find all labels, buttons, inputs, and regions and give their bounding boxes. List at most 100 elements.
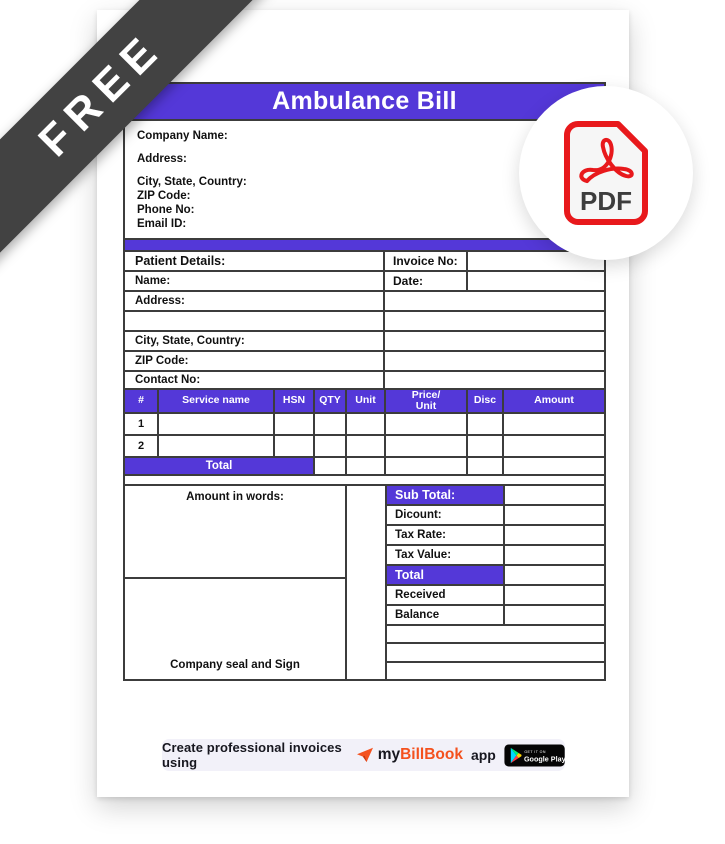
company-email-label: Email ID: xyxy=(137,218,187,230)
pdf-circle-badge[interactable]: PDF xyxy=(519,86,693,260)
patient-name-label: Name: xyxy=(125,272,385,290)
table-row: Tax Value: xyxy=(387,546,604,566)
date-label: Date: xyxy=(385,272,468,290)
patient-contact-label: Contact No: xyxy=(125,372,385,388)
page-title: Ambulance Bill xyxy=(272,87,457,115)
item-2-amount-cell[interactable] xyxy=(504,436,604,456)
items-table-header: # Service name HSN QTY Unit Price/ Unit … xyxy=(123,388,606,414)
summary-table: Sub Total: Dicount: Tax Rate: Tax Value: xyxy=(387,486,604,679)
table-row: Address: xyxy=(125,292,604,312)
table-row: Tax Rate: xyxy=(387,526,604,546)
table-row: Received xyxy=(387,586,604,606)
invoice-no-label: Invoice No: xyxy=(385,252,468,270)
column-header-hsn: HSN xyxy=(275,390,315,412)
item-2-service-cell[interactable] xyxy=(159,436,275,456)
received-label: Received xyxy=(387,586,505,604)
column-header-disc: Disc xyxy=(468,390,504,412)
total-price-cell[interactable] xyxy=(386,458,468,474)
balance-label: Balance xyxy=(387,606,505,624)
pdf-file-icon: PDF xyxy=(564,121,648,225)
amount-in-words-label: Amount in words: xyxy=(186,491,284,503)
table-row: Dicount: xyxy=(387,506,604,526)
discount-label: Dicount: xyxy=(387,506,505,524)
patient-zip-value-cell[interactable] xyxy=(385,352,604,370)
item-1-disc-cell[interactable] xyxy=(468,414,504,434)
item-1-unit-cell[interactable] xyxy=(347,414,386,434)
patient-address2-cell[interactable] xyxy=(125,312,385,330)
item-1-qty-cell[interactable] xyxy=(315,414,347,434)
sub-total-label: Sub Total: xyxy=(387,486,505,504)
table-row: Total xyxy=(387,566,604,586)
bottom-section: Amount in words: Company seal and Sign S… xyxy=(123,484,606,681)
table-row: Patient Details: Invoice No: xyxy=(125,252,604,272)
patient-city-value-cell[interactable] xyxy=(385,332,604,350)
total-qty-cell[interactable] xyxy=(315,458,347,474)
item-2-hsn-cell[interactable] xyxy=(275,436,315,456)
patient-address-value-cell[interactable] xyxy=(385,292,604,310)
item-1-price-cell[interactable] xyxy=(386,414,468,434)
pdf-label: PDF xyxy=(580,186,632,216)
tax-value-value-cell[interactable] xyxy=(505,546,604,564)
table-row: Sub Total: xyxy=(387,486,604,506)
discount-value-cell[interactable] xyxy=(505,506,604,524)
date-value-cell[interactable] xyxy=(468,272,604,290)
play-triangle-icon xyxy=(510,747,522,763)
blank-row xyxy=(387,626,604,645)
gap-column xyxy=(347,486,387,679)
balance-value-cell[interactable] xyxy=(505,606,604,624)
total-unit-cell[interactable] xyxy=(347,458,386,474)
brand-wordmark: myBillBook xyxy=(378,746,463,764)
table-row: ZIP Code: xyxy=(125,352,604,372)
item-1-amount-cell[interactable] xyxy=(504,414,604,434)
badge-get-it-on-text: GET IT ON xyxy=(524,749,545,753)
paper-plane-icon xyxy=(356,747,373,762)
item-2-price-cell[interactable] xyxy=(386,436,468,456)
company-zip-label: ZIP Code: xyxy=(137,190,191,202)
amount-in-words-box: Amount in words: Company seal and Sign xyxy=(125,486,347,679)
tax-rate-label: Tax Rate: xyxy=(387,526,505,544)
footer-promo-banner: Create professional invoices using myBil… xyxy=(162,739,565,771)
column-header-qty: QTY xyxy=(315,390,347,412)
item-2-disc-cell[interactable] xyxy=(468,436,504,456)
title-bar: Ambulance Bill xyxy=(123,82,606,121)
app-word: app xyxy=(470,747,496,763)
column-header-price-unit: Price/ Unit xyxy=(386,389,468,412)
company-city-label: City, State, Country: xyxy=(137,176,247,188)
column-header-unit: Unit xyxy=(347,390,386,412)
company-address-label: Address: xyxy=(137,153,187,165)
patient-details-table: Patient Details: Invoice No: Name: Date:… xyxy=(123,250,606,390)
item-2-number: 2 xyxy=(125,436,159,456)
item-1-number: 1 xyxy=(125,414,159,434)
total-disc-cell[interactable] xyxy=(468,458,504,474)
grand-total-label: Total xyxy=(387,566,505,584)
received-value-cell[interactable] xyxy=(505,586,604,604)
patient-address2-value-cell[interactable] xyxy=(385,312,604,330)
company-phone-label: Phone No: xyxy=(137,204,195,216)
table-row: Balance xyxy=(387,606,604,626)
badge-store-name-text: Google Play xyxy=(524,754,565,763)
item-row-1: 1 xyxy=(123,412,606,436)
patient-contact-value-cell[interactable] xyxy=(385,372,604,388)
amount-in-words-area[interactable]: Amount in words: xyxy=(125,486,345,579)
sub-total-value-cell[interactable] xyxy=(505,486,604,504)
items-total-label: Total xyxy=(125,458,315,474)
tax-rate-value-cell[interactable] xyxy=(505,526,604,544)
total-amount-cell[interactable] xyxy=(504,458,604,474)
company-seal-label: Company seal and Sign xyxy=(170,659,300,671)
item-2-qty-cell[interactable] xyxy=(315,436,347,456)
item-row-2: 2 xyxy=(123,434,606,458)
blank-row xyxy=(387,644,604,663)
table-row: Contact No: xyxy=(125,372,604,388)
grand-total-value-cell[interactable] xyxy=(505,566,604,584)
table-row: Name: Date: xyxy=(125,272,604,292)
tax-value-label: Tax Value: xyxy=(387,546,505,564)
patient-zip-label: ZIP Code: xyxy=(125,352,385,370)
patient-address-label: Address: xyxy=(125,292,385,310)
patient-city-label: City, State, Country: xyxy=(125,332,385,350)
item-2-unit-cell[interactable] xyxy=(347,436,386,456)
brand-suffix: BillBook xyxy=(400,746,463,763)
item-1-hsn-cell[interactable] xyxy=(275,414,315,434)
google-play-badge[interactable]: GET IT ON Google Play xyxy=(504,742,565,769)
table-row xyxy=(125,312,604,332)
item-1-service-cell[interactable] xyxy=(159,414,275,434)
